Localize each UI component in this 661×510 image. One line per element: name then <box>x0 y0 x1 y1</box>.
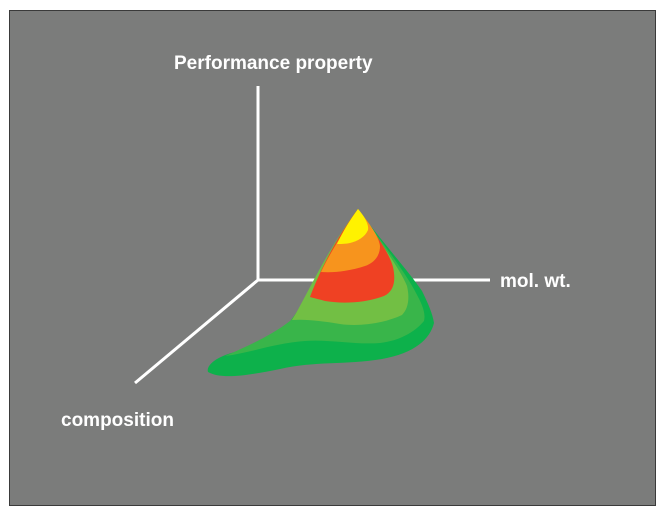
contour-band-6 <box>337 209 369 244</box>
diagram-canvas: Performance property mol. wt. compositio… <box>9 10 656 506</box>
depth-axis-label: composition <box>61 410 174 431</box>
performance-surface <box>207 209 434 377</box>
vertical-axis-label: Performance property <box>174 53 373 74</box>
depth-axis <box>134 278 259 385</box>
horizontal-axis-label: mol. wt. <box>500 271 571 292</box>
diagram-svg <box>134 86 490 385</box>
